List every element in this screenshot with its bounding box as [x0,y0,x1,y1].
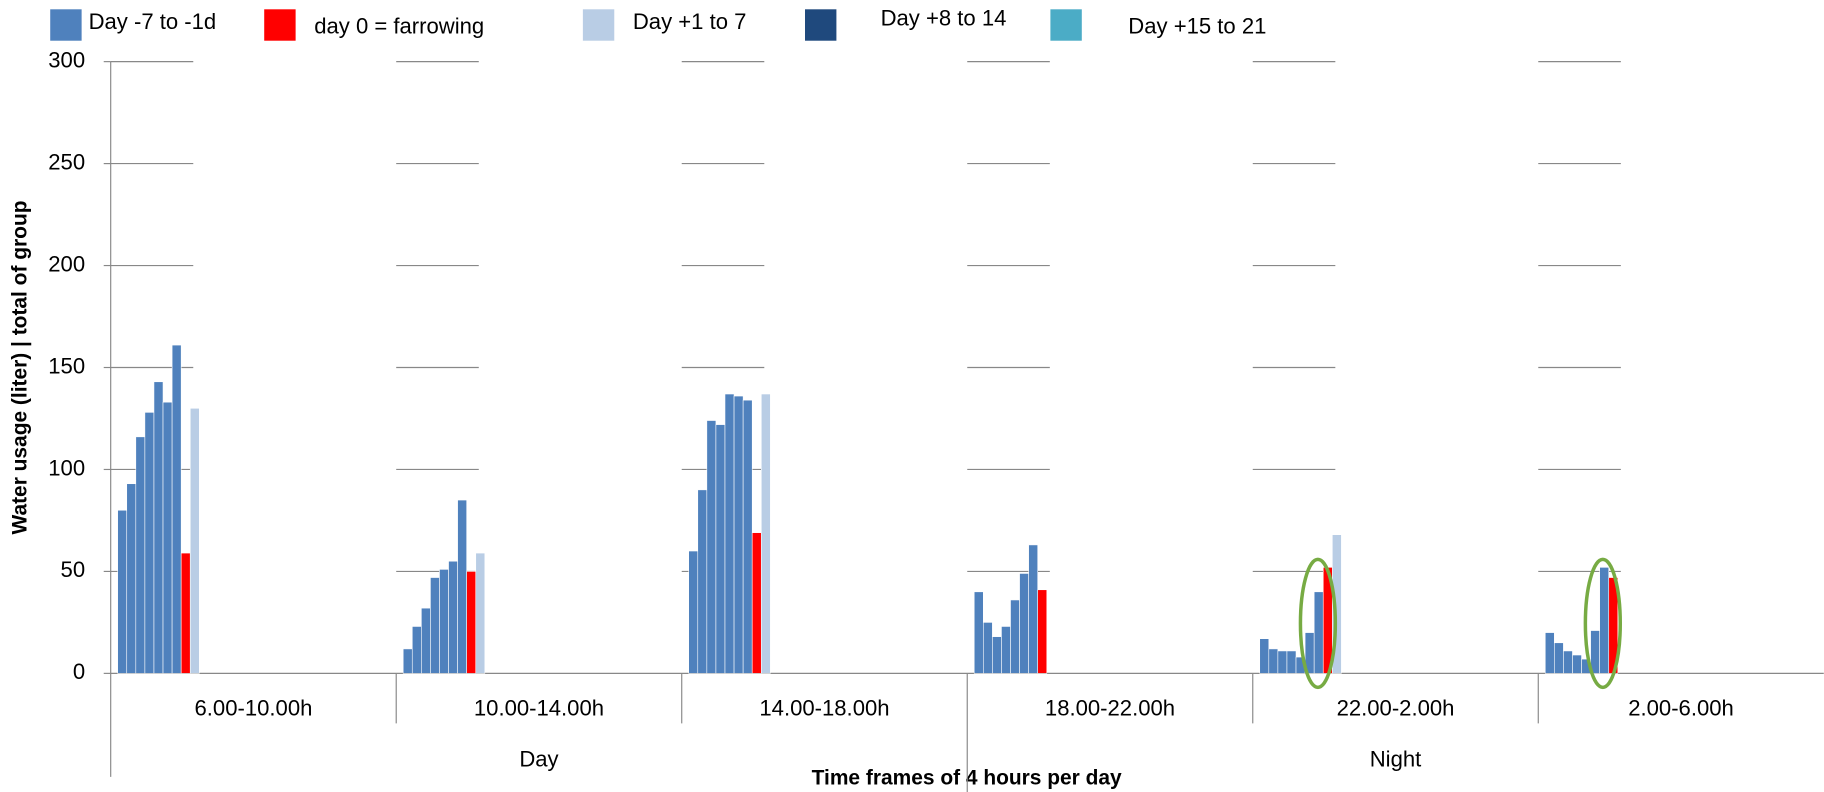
y-tick-label: 250 [48,149,85,174]
y-tick-label: 0 [73,659,85,684]
y-tick-label: 150 [48,353,85,378]
bar [992,636,1002,674]
bar [1332,534,1342,674]
highlight-ellipse [1583,557,1623,690]
bar [430,577,440,674]
bar [1563,650,1573,674]
bar [189,407,200,674]
bar [1277,650,1288,674]
bar [733,395,744,674]
bar [180,552,191,674]
y-tick-label: 300 [48,47,85,72]
legend-label: Day +1 to 7 [633,9,747,34]
bar [1259,638,1270,674]
bar [1019,573,1029,674]
bar [715,424,726,674]
bar [983,622,993,674]
x-tick-label: 2.00-6.00h [1628,695,1734,720]
x-tick-label: 10.00-14.00h [474,695,604,720]
x-tick-label: 18.00-22.00h [1045,695,1175,720]
legend-label: day 0 = farrowing [314,14,484,39]
bar [973,591,984,674]
y-axis-title: Water usage (liter) | total of group [9,200,32,534]
group-label: Night [1370,746,1422,771]
legend-label: Day -7 to -1d [89,9,217,34]
bar [421,607,431,674]
bar [448,560,458,674]
bar [1037,589,1048,674]
bar [402,648,413,674]
x-tick-label: 6.00-10.00h [195,695,313,720]
bar [697,489,708,674]
bar [411,626,422,674]
bar [1572,654,1582,674]
bar [742,399,753,674]
bar [1544,632,1555,674]
bar [135,436,146,674]
bar [475,552,486,674]
bar [1010,599,1020,674]
bar [1001,626,1011,674]
bar [760,393,771,674]
bar [153,381,164,674]
bar [1590,630,1600,674]
x-tick-label: 14.00-18.00h [759,695,889,720]
x-tick-label: 22.00-2.00h [1337,695,1455,720]
bar [144,412,155,674]
bar [171,344,182,674]
bar [751,532,762,674]
bar [466,571,477,674]
y-tick-label: 100 [48,455,85,480]
legend-swatch [805,9,837,41]
bar [724,393,735,674]
bar [1028,544,1039,674]
bar [439,569,449,674]
bar [1313,591,1324,674]
legend-swatch [264,9,296,41]
y-tick-label: 50 [61,557,86,582]
highlight-ellipse [1298,557,1338,690]
bar [1286,650,1297,674]
bar [706,420,717,674]
legend-swatch [582,9,615,41]
bar [1599,567,1610,674]
bar [457,499,467,674]
bar [688,550,699,674]
bar [162,401,173,674]
legend-label: Day +15 to 21 [1128,14,1266,39]
legend-swatch [50,9,82,41]
legend-label: Day +8 to 14 [881,6,1007,31]
bar [117,509,128,674]
bar [1268,648,1279,674]
legend-swatch [1050,9,1082,41]
y-tick-label: 200 [48,251,85,276]
group-label: Day [519,746,558,771]
bar [1554,642,1564,674]
bar [126,483,137,674]
